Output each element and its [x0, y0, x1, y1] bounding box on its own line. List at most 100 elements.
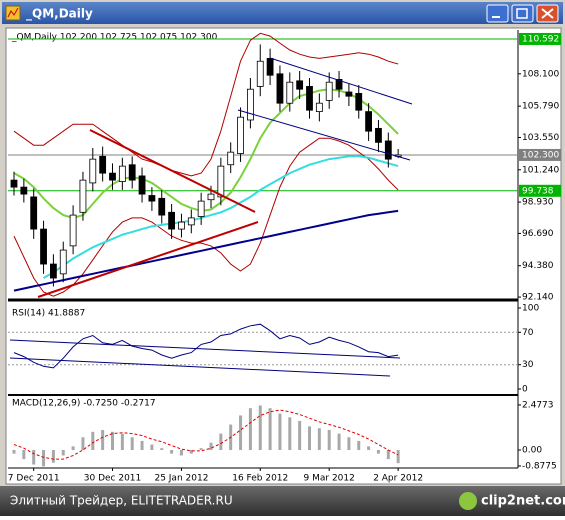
candle-body	[118, 165, 126, 182]
x-tick-label: 2 Apr 2012	[373, 474, 423, 484]
trend-line	[89, 129, 256, 213]
indicator-line	[13, 88, 399, 219]
histogram-bar	[347, 437, 351, 450]
candle-body	[315, 102, 323, 112]
logo-icon	[459, 492, 477, 510]
candle-body	[335, 79, 343, 90]
histogram-bar	[199, 448, 203, 450]
candle-body	[50, 263, 57, 279]
histogram-bar	[248, 408, 252, 450]
candle-body	[89, 158, 97, 184]
icon-glyph	[7, 7, 19, 18]
candle-body	[178, 221, 185, 230]
candle-body	[286, 81, 294, 104]
restore-glyph	[516, 8, 528, 19]
indicator-line	[13, 32, 399, 177]
histogram-bar	[42, 450, 46, 467]
histogram-bar	[111, 431, 114, 450]
histogram-bar	[179, 450, 183, 456]
histogram-bar	[71, 446, 75, 450]
candle-body	[296, 80, 304, 90]
x-tick-label: 25 Jan 2012	[154, 474, 208, 484]
histogram-bar	[189, 450, 193, 454]
histogram-bar	[12, 450, 16, 454]
histogram-bar	[22, 450, 26, 460]
histogram-bar	[239, 415, 243, 450]
y-tick-label: 108.100	[522, 69, 559, 79]
level-label: 102.300	[522, 150, 559, 160]
histogram-bar	[308, 426, 311, 450]
histogram-bar	[357, 440, 361, 450]
candle-body	[276, 73, 284, 104]
candle-body	[148, 195, 156, 202]
y-tick-label: 70	[522, 328, 534, 338]
histogram-bar	[120, 433, 124, 450]
histogram-bar	[140, 440, 144, 450]
histogram-bar	[396, 450, 400, 464]
histogram-bar	[51, 450, 55, 463]
histogram-bar	[298, 420, 302, 450]
y-tick-label: 0	[522, 385, 528, 395]
y-tick-label: 101.240	[522, 165, 559, 175]
candle-body	[246, 88, 254, 121]
trend-lines	[9, 57, 413, 377]
histogram-bar	[91, 431, 95, 450]
candle-body	[138, 175, 146, 195]
histogram-bar	[170, 450, 174, 454]
candle-body	[227, 151, 235, 166]
candle-body	[197, 200, 205, 217]
trend-line	[37, 221, 259, 298]
rsi-trend-line	[9, 339, 401, 359]
candle-body	[355, 93, 363, 111]
x-tick-label: 7 Dec 2011	[8, 474, 60, 484]
candle-body	[384, 140, 392, 160]
candle-body	[237, 116, 244, 154]
candle-body	[207, 193, 215, 201]
histogram-bar	[317, 428, 321, 450]
candle-body	[266, 58, 274, 76]
indicator-line	[13, 137, 399, 297]
x-tick-label: 30 Dec 2011	[84, 474, 142, 484]
histogram-bar	[386, 450, 390, 460]
histogram-bar	[130, 437, 134, 450]
panel-title: MACD(12,26,9) -0.7250 -0.2717	[12, 399, 156, 409]
candle-body	[306, 86, 313, 111]
y-tick-label: 30	[522, 360, 534, 370]
level-label-box	[519, 148, 561, 161]
y-tick-label: 92.140	[522, 293, 554, 303]
chart-area	[5, 27, 562, 485]
candle-body	[40, 228, 47, 265]
level-label-box	[519, 184, 561, 197]
level-label: 110.592	[522, 34, 559, 44]
x-tick-label: 16 Feb 2012	[232, 474, 288, 484]
y-tick-label: 0.00	[522, 446, 542, 456]
histogram-bar	[32, 450, 36, 465]
histogram-bar	[268, 408, 272, 450]
candle-body	[109, 172, 116, 181]
candle-body	[99, 155, 107, 174]
indicator-line	[13, 209, 399, 292]
logo-text[interactable]: clip2net.com	[481, 494, 565, 509]
candle-body	[30, 196, 38, 230]
restore-button[interactable]	[511, 4, 534, 23]
close-glyph	[541, 8, 554, 19]
histogram-bar	[327, 430, 331, 450]
indicator-line	[43, 155, 399, 279]
candle-body	[217, 165, 225, 198]
histogram-bar	[61, 450, 65, 456]
minimize-button[interactable]	[486, 4, 509, 23]
y-tick-label: 105.790	[522, 102, 559, 112]
panel-title: RSI(14) 41.8887	[12, 309, 85, 319]
level-label: 99.738	[522, 186, 554, 196]
plot-layer: _QM,Daily 102.200 102.725 102.075 102.30…	[8, 33, 561, 484]
channel-line	[237, 109, 411, 161]
candle-body	[79, 179, 87, 213]
histogram-bar	[288, 417, 292, 450]
x-tick-label: 9 Mar 2012	[304, 474, 355, 484]
histogram-bar	[160, 448, 164, 450]
y-tick-label: 94.380	[522, 261, 554, 271]
y-tick-label: 100	[522, 304, 539, 314]
histogram-bar	[150, 444, 154, 450]
candle-body	[158, 197, 166, 216]
